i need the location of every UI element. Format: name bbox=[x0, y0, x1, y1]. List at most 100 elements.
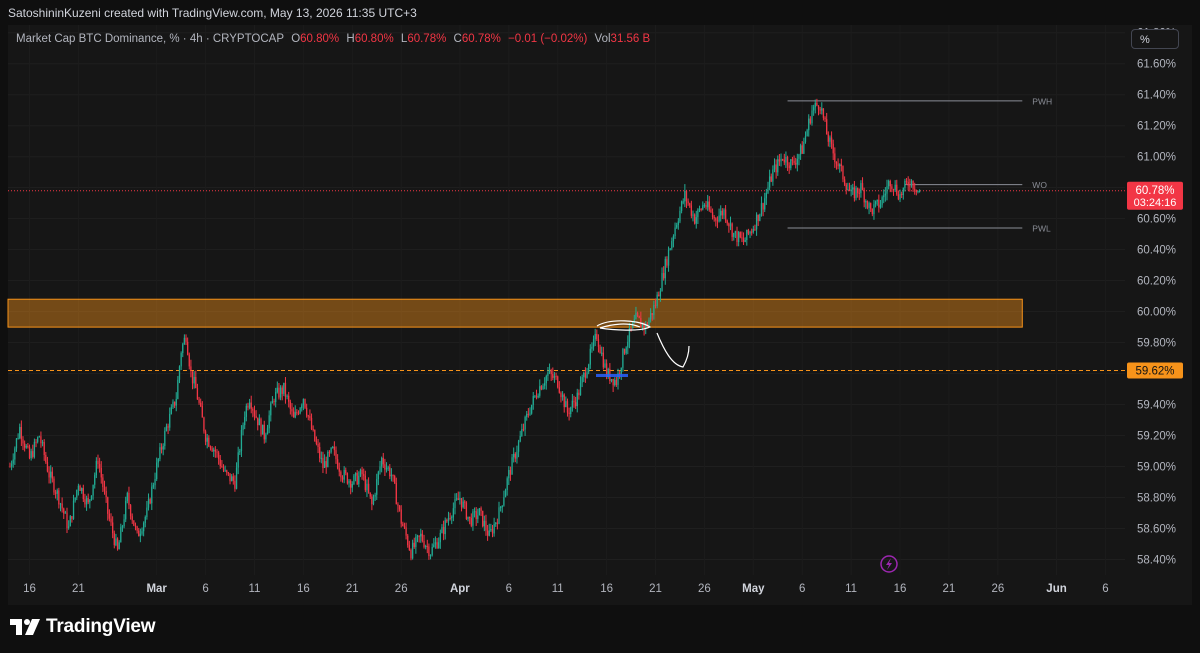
x-tick-label: 26 bbox=[698, 583, 711, 595]
candle-body bbox=[620, 367, 622, 374]
candle-body bbox=[33, 441, 36, 457]
candle-body bbox=[834, 153, 836, 162]
candle-body bbox=[791, 159, 794, 161]
resistance-zone[interactable] bbox=[7, 298, 1023, 328]
candle-body bbox=[408, 545, 411, 550]
candle-body bbox=[473, 511, 476, 513]
percent-scale-button[interactable]: % bbox=[1131, 29, 1179, 49]
candle-body bbox=[905, 180, 908, 183]
candle-body bbox=[757, 214, 759, 221]
tradingview-logo[interactable]: TradingView bbox=[10, 615, 156, 639]
candle-body bbox=[839, 164, 841, 167]
candle-body bbox=[889, 181, 891, 187]
candle-body bbox=[656, 294, 658, 306]
candle-body bbox=[131, 516, 133, 521]
x-tick-label: 11 bbox=[249, 583, 261, 595]
candle-body bbox=[483, 520, 485, 527]
candle-body bbox=[511, 457, 513, 475]
candle-body bbox=[478, 508, 481, 516]
candle-body bbox=[509, 469, 512, 475]
candle-body bbox=[167, 426, 169, 428]
candle-body bbox=[870, 203, 872, 209]
candle-body bbox=[532, 396, 534, 405]
candle-body bbox=[389, 467, 391, 477]
candle-body bbox=[66, 512, 68, 529]
candle-body bbox=[499, 507, 502, 509]
candle-body bbox=[472, 511, 474, 526]
candle-body bbox=[121, 526, 124, 528]
candle-body bbox=[351, 484, 353, 488]
candle-body bbox=[565, 401, 567, 408]
candle-body bbox=[535, 395, 538, 398]
candle-body bbox=[208, 437, 210, 447]
candle-body bbox=[718, 215, 720, 222]
candle-body bbox=[897, 194, 900, 200]
candle-body bbox=[863, 189, 865, 203]
candle-body bbox=[470, 518, 472, 526]
candle-body bbox=[721, 210, 723, 216]
candle-body bbox=[555, 375, 557, 377]
candle-body bbox=[146, 507, 148, 518]
candle-body bbox=[514, 453, 516, 459]
candle-body bbox=[667, 250, 670, 266]
y-tick-label: 58.40% bbox=[1137, 555, 1176, 567]
candle-body bbox=[136, 526, 138, 531]
candle-body bbox=[615, 379, 618, 385]
candle-body bbox=[736, 231, 738, 243]
x-tick-label: 16 bbox=[297, 583, 310, 595]
candle-body bbox=[777, 159, 779, 173]
candle-body bbox=[15, 438, 18, 449]
candle-body bbox=[224, 470, 226, 472]
candle-body bbox=[734, 231, 737, 233]
candle-body bbox=[591, 346, 593, 349]
candle-body bbox=[682, 201, 684, 203]
candle-body bbox=[123, 519, 125, 527]
candle-body bbox=[335, 450, 337, 460]
candle-body bbox=[568, 412, 570, 415]
candle-body bbox=[27, 446, 29, 448]
candle-body bbox=[674, 227, 676, 237]
candle-body bbox=[724, 209, 727, 221]
candle-body bbox=[268, 415, 270, 429]
candle-body bbox=[552, 374, 554, 378]
candle-body bbox=[517, 441, 520, 452]
candle-body bbox=[38, 436, 40, 438]
candle-body bbox=[739, 232, 741, 238]
candle-body bbox=[51, 471, 53, 479]
candle-body bbox=[760, 203, 763, 215]
candle-body bbox=[204, 431, 207, 442]
candle-body bbox=[716, 220, 719, 222]
legend-close-value: 60.78% bbox=[461, 33, 501, 45]
candle-body bbox=[705, 204, 707, 208]
legend-open-label: O bbox=[291, 33, 301, 45]
candle-body bbox=[325, 461, 327, 468]
candle-body bbox=[133, 520, 135, 526]
candle-body bbox=[343, 469, 345, 480]
candle-body bbox=[74, 497, 76, 501]
candle-body bbox=[242, 425, 244, 430]
candle-body bbox=[40, 436, 42, 444]
candle-body bbox=[160, 447, 163, 450]
legend-change: −0.01 (−0.02%) bbox=[508, 33, 588, 45]
candle-body bbox=[442, 527, 445, 535]
candle-body bbox=[671, 241, 673, 249]
x-tick-label: 6 bbox=[799, 583, 805, 595]
candle-body bbox=[87, 498, 89, 503]
candle-body bbox=[680, 201, 683, 211]
axes: 61.80%61.60%61.40%61.20%61.00%60.80%60.6… bbox=[23, 28, 1176, 595]
candle-body bbox=[232, 476, 234, 481]
candle-body bbox=[817, 105, 820, 110]
candle-body bbox=[102, 477, 104, 488]
candle-body bbox=[581, 377, 583, 383]
candle-body bbox=[139, 533, 142, 537]
candle-body bbox=[387, 467, 389, 469]
candle-body bbox=[120, 527, 122, 543]
candle-body bbox=[464, 501, 466, 503]
candle-body bbox=[22, 439, 24, 444]
candle-body bbox=[301, 405, 303, 409]
lightning-icon[interactable] bbox=[880, 555, 898, 573]
candle-body bbox=[697, 209, 699, 218]
candle-body bbox=[788, 165, 790, 169]
candle-body bbox=[170, 407, 172, 414]
